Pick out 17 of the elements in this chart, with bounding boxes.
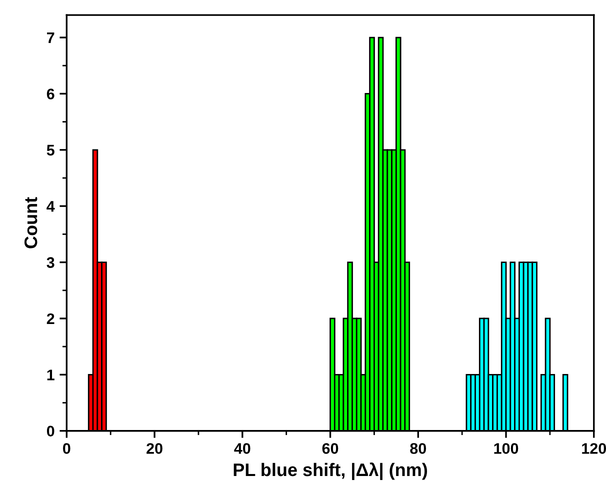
x-axis-title: PL blue shift, |Δλ| (nm) [234,462,428,480]
x-tick-label: 20 [146,443,162,454]
x-tick-label: 80 [410,443,426,454]
y-tick-label: 0 [46,426,54,437]
x-tick-label: 120 [582,443,606,454]
x-tick-label: 0 [63,443,70,454]
x-tick-label: 40 [234,443,250,454]
y-axis-title: Count [24,197,38,248]
x-tick-label: 100 [494,443,518,454]
y-tick-label: 7 [47,32,54,44]
x-tick-label: 60 [322,443,338,454]
y-tick-label: 4 [46,201,55,212]
y-tick-label: 6 [46,88,54,100]
y-tick-label: 5 [46,144,54,156]
y-tick-label: 1 [47,370,54,380]
y-tick-label: 2 [46,313,54,324]
y-tick-label: 3 [46,257,54,268]
